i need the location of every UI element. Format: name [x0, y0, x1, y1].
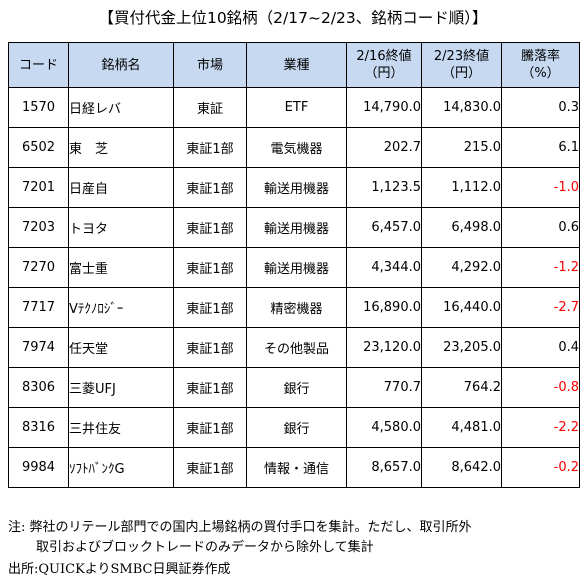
cell-close-0216: 8,657.0	[346, 447, 422, 488]
cell-code: 6502	[8, 127, 69, 168]
cell-name: 任天堂	[68, 327, 174, 368]
cell-change: -1.2	[501, 247, 580, 288]
table-row: 7270 富士重 東証1部 輸送用機器 4,344.0 4,292.0 -1.2	[8, 247, 580, 288]
cell-industry: その他製品	[246, 327, 347, 368]
cell-industry: 情報・通信	[246, 447, 347, 488]
cell-close-0216: 4,344.0	[346, 247, 422, 288]
cell-code: 7974	[8, 327, 69, 368]
cell-name: 三菱UFJ	[68, 367, 174, 408]
cell-code: 7201	[8, 167, 69, 208]
cell-industry: 精密機器	[246, 287, 347, 328]
cell-name: トヨタ	[68, 207, 174, 248]
table-row: 7974 任天堂 東証1部 その他製品 23,120.0 23,205.0 0.4	[8, 327, 580, 368]
cell-close-0223: 14,830.0	[421, 87, 502, 128]
cell-close-0216: 6,457.0	[346, 207, 422, 248]
cell-close-0223: 764.2	[421, 367, 502, 408]
header-name: 銘柄名	[68, 42, 174, 88]
cell-market: 東証1部	[173, 247, 247, 288]
cell-change: 0.6	[501, 207, 580, 248]
table-header-row: コード 銘柄名 市場 業種 2/16終値 （円） 2/23終値 （円） 騰落率 （%）	[8, 42, 580, 88]
table-row: 6502 東 芝東証1部 電気機器 202.7 215.0 6.1	[8, 127, 580, 168]
cell-code: 7717	[8, 287, 69, 328]
cell-name: Vﾃｸﾉﾛｼﾞｰ	[68, 287, 174, 328]
cell-code: 1570	[8, 87, 69, 128]
header-industry: 業種	[246, 42, 347, 88]
table-row: 7201 日産自 東証1部 輸送用機器 1,123.5 1,112.0 -1.0	[8, 167, 580, 208]
table-row: 1570 日経レバ 東証 ETF 14,790.0 14,830.0 0.3	[8, 87, 580, 128]
cell-code: 7270	[8, 247, 69, 288]
cell-market: 東証1部	[173, 447, 247, 488]
table-row: 7203 トヨタ 東証1部 輸送用機器 6,457.0 6,498.0 0.6	[8, 207, 580, 248]
cell-close-0216: 23,120.0	[346, 327, 422, 368]
cell-change: 0.4	[501, 327, 580, 368]
cell-industry: 銀行	[246, 367, 347, 408]
table-row: 9984 ｿﾌﾄﾊﾞﾝｸG 東証1部 情報・通信 8,657.0 8,642.0 -0.2	[8, 447, 580, 488]
cell-market: 東証1部	[173, 207, 247, 248]
cell-change: 0.3	[501, 87, 580, 128]
cell-code: 9984	[8, 447, 69, 488]
cell-name: 東 芝	[68, 127, 174, 168]
cell-market: 東証1部	[173, 407, 247, 448]
cell-close-0223: 4,292.0	[421, 247, 502, 288]
cell-close-0223: 215.0	[421, 127, 502, 168]
cell-close-0223: 16,440.0	[421, 287, 502, 328]
note-line-1: 注: 弊社のリテール部門での国内上場銘柄の買付手口を集計。ただし、取引所外	[8, 520, 472, 535]
cell-change: -0.8	[501, 367, 580, 408]
cell-close-0216: 770.7	[346, 367, 422, 408]
cell-code: 7203	[8, 207, 69, 248]
cell-market: 東証1部	[173, 367, 247, 408]
cell-industry: 銀行	[246, 407, 347, 448]
cell-close-0223: 1,112.0	[421, 167, 502, 208]
cell-change: -0.2	[501, 447, 580, 488]
cell-close-0216: 202.7	[346, 127, 422, 168]
table-row: 7717 Vﾃｸﾉﾛｼﾞｰ 東証1部 精密機器 16,890.0 16,440.0 -2.7	[8, 287, 580, 328]
header-close-0223: 2/23終値 （円）	[421, 42, 502, 88]
cell-industry: ETF	[246, 87, 347, 128]
cell-code: 8306	[8, 367, 69, 408]
header-change: 騰落率 （%）	[501, 42, 580, 88]
cell-close-0216: 14,790.0	[346, 87, 422, 128]
cell-industry: 輸送用機器	[246, 207, 347, 248]
cell-change: 6.1	[501, 127, 580, 168]
table-row: 8306 三菱UFJ 東証1部 銀行 770.7 764.2 -0.8	[8, 367, 580, 408]
cell-industry: 輸送用機器	[246, 167, 347, 208]
cell-change: -2.7	[501, 287, 580, 328]
note-line-2: 取引およびブロックトレードのみデータから除外して集計	[36, 540, 374, 555]
header-market: 市場	[173, 42, 247, 88]
cell-market: 東証	[173, 87, 247, 128]
page-title: 【買付代金上位10銘柄（2/17~2/23、銘柄コード順）】	[98, 9, 488, 27]
cell-close-0223: 4,481.0	[421, 407, 502, 448]
cell-change: -2.2	[501, 407, 580, 448]
cell-industry: 電気機器	[246, 127, 347, 168]
source-note: 出所:QUICKよりSMBC日興証券作成	[8, 562, 231, 577]
cell-market: 東証1部	[173, 327, 247, 368]
cell-name: ｿﾌﾄﾊﾞﾝｸG	[68, 447, 174, 488]
cell-name: 三井住友	[68, 407, 174, 448]
cell-close-0216: 4,580.0	[346, 407, 422, 448]
cell-name: 日産自	[68, 167, 174, 208]
table-row: 8316 三井住友 東証1部 銀行 4,580.0 4,481.0 -2.2	[8, 407, 580, 448]
cell-close-0223: 8,642.0	[421, 447, 502, 488]
cell-close-0223: 23,205.0	[421, 327, 502, 368]
header-code: コード	[8, 42, 69, 88]
cell-market: 東証1部	[173, 287, 247, 328]
ranking-table: コード 銘柄名 市場 業種 2/16終値 （円） 2/23終値 （円） 騰落率 （%）…	[8, 42, 580, 488]
cell-name: 富士重	[68, 247, 174, 288]
cell-market: 東証1部	[173, 127, 247, 168]
cell-change: -1.0	[501, 167, 580, 208]
cell-market: 東証1部	[173, 167, 247, 208]
cell-close-0223: 6,498.0	[421, 207, 502, 248]
cell-close-0216: 16,890.0	[346, 287, 422, 328]
cell-code: 8316	[8, 407, 69, 448]
header-close-0216: 2/16終値 （円）	[346, 42, 422, 88]
cell-close-0216: 1,123.5	[346, 167, 422, 208]
cell-industry: 輸送用機器	[246, 247, 347, 288]
cell-name: 日経レバ	[68, 87, 174, 128]
